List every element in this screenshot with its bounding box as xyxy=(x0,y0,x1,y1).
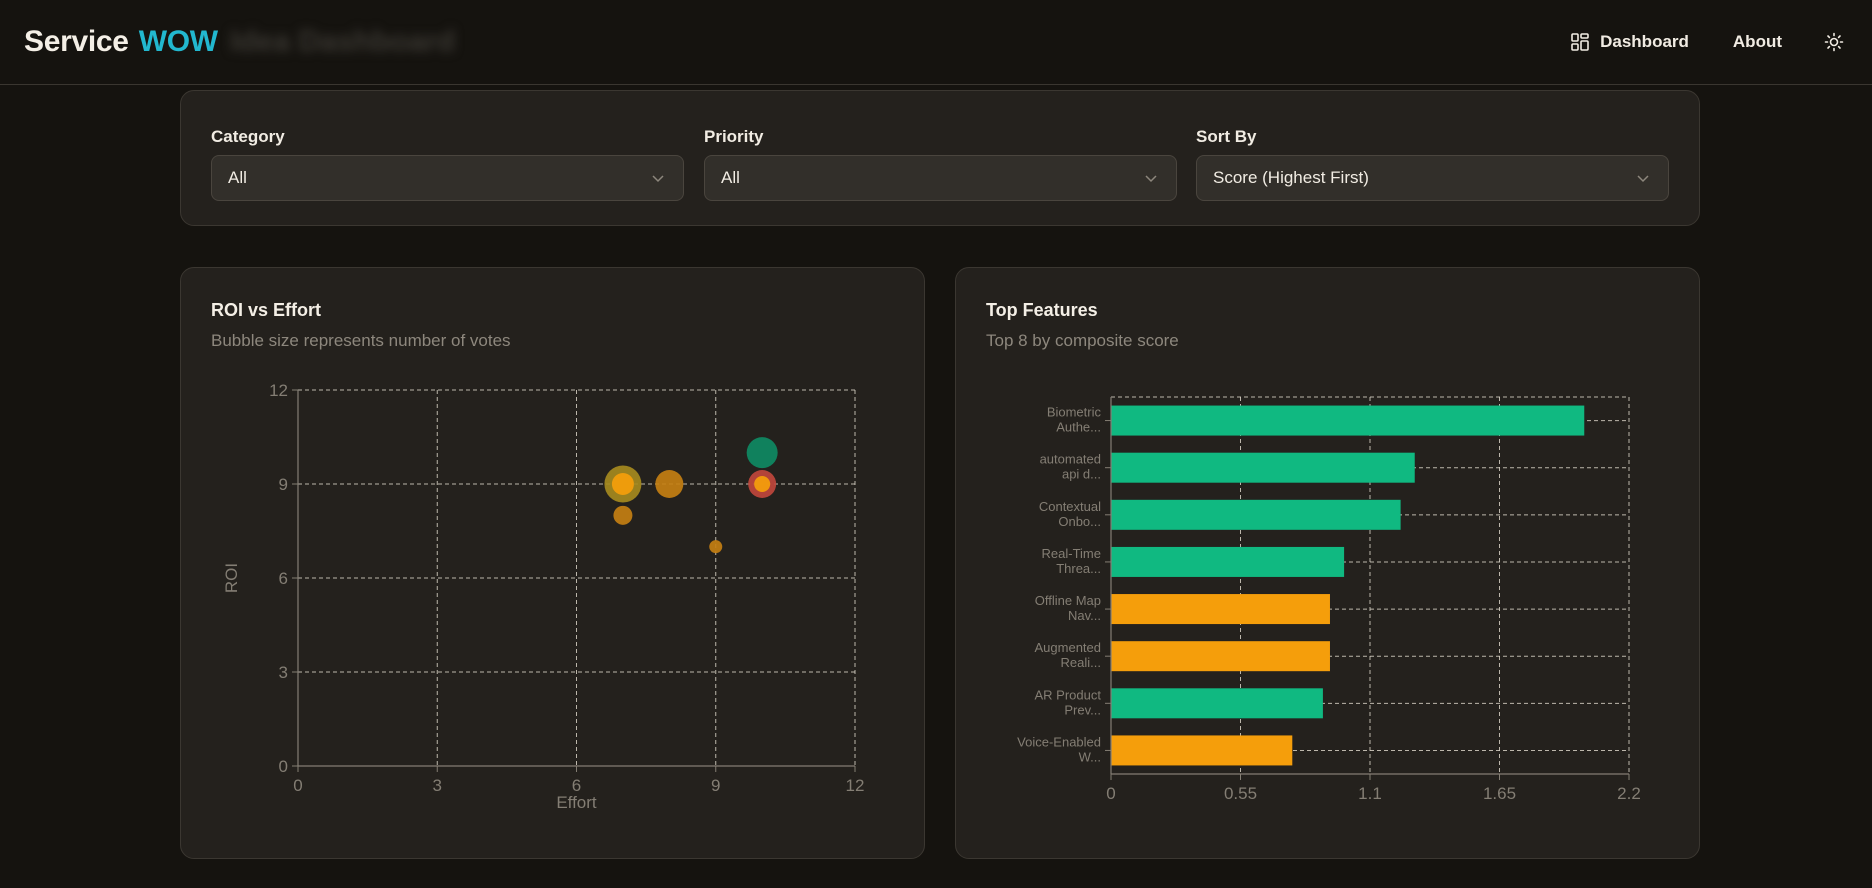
feature-bar xyxy=(1111,594,1330,625)
scatter-bubble xyxy=(754,476,771,492)
brand-name-accent: WOW xyxy=(138,25,218,58)
x-tick-label: 1.65 xyxy=(1483,784,1516,803)
feature-bar xyxy=(1111,641,1330,672)
feature-bar xyxy=(1111,452,1415,483)
category-label-line1: Offline Map xyxy=(1035,593,1101,608)
category-value: All xyxy=(228,168,247,187)
sun-icon xyxy=(1824,32,1844,52)
category-label-line2: Onbo... xyxy=(1058,514,1101,529)
x-tick-label: 1.1 xyxy=(1358,784,1382,803)
category-label-line1: Contextual xyxy=(1039,499,1101,514)
category-label-line1: Voice-Enabled xyxy=(1017,734,1101,749)
roi-effort-card: ROI vs Effort Bubble size represents num… xyxy=(180,267,925,859)
nav-menu: Dashboard About xyxy=(1526,28,1848,56)
y-tick-label: 6 xyxy=(279,569,288,588)
scatter-bubble xyxy=(655,470,684,498)
roi-effort-scatter-chart: 0 3 6 9 12 0 3 6 9 12 Effort ROI xyxy=(222,381,865,812)
sort-label: Sort By xyxy=(1196,127,1257,146)
top-navigation-bar: Service WOW Idea Dashboard Dashboard Abo… xyxy=(0,0,1872,85)
category-label-line2: W... xyxy=(1079,749,1101,764)
scatter-bubble xyxy=(709,540,723,554)
category-label-line1: Biometric xyxy=(1047,405,1102,420)
priority-label: Priority xyxy=(704,127,764,146)
nav-about-link[interactable]: About xyxy=(1733,32,1782,52)
sort-value: Score (Highest First) xyxy=(1213,168,1369,187)
category-label-line1: AR Product xyxy=(1035,687,1102,702)
category-label-line1: automated xyxy=(1040,452,1101,467)
dashboard-grid-icon xyxy=(1571,33,1589,51)
x-tick-label: 0.55 xyxy=(1224,784,1257,803)
x-tick-label: 6 xyxy=(572,776,581,795)
page-title-blurred: Idea Dashboard xyxy=(230,25,456,58)
scatter-bubble xyxy=(613,505,633,525)
x-tick-label: 12 xyxy=(846,776,865,795)
category-label: Category xyxy=(211,127,285,146)
category-label-line2: Authe... xyxy=(1056,420,1101,435)
y-tick-label: 3 xyxy=(279,663,288,682)
chevron-down-icon xyxy=(652,175,664,183)
roi-chart-title: ROI vs Effort xyxy=(211,300,322,320)
theme-toggle-button[interactable] xyxy=(1820,28,1848,56)
category-label-line1: Augmented xyxy=(1035,640,1102,655)
top-features-title: Top Features xyxy=(986,300,1098,320)
feature-bar xyxy=(1111,735,1293,766)
top-features-subtitle: Top 8 by composite score xyxy=(986,331,1179,350)
filters-card: Category All Priority All Sort By Score … xyxy=(180,90,1700,226)
x-tick-label: 3 xyxy=(433,776,442,795)
category-filter: Category All xyxy=(211,127,684,201)
x-axis-label: Effort xyxy=(556,793,597,812)
feature-bar xyxy=(1111,688,1323,719)
x-tick-label: 2.2 xyxy=(1617,784,1641,803)
chevron-down-icon xyxy=(1145,175,1157,183)
nav-dashboard-label: Dashboard xyxy=(1600,32,1689,51)
nav-about-label: About xyxy=(1732,32,1782,51)
category-select[interactable]: All xyxy=(211,155,684,201)
sort-filter: Sort By Score (Highest First) xyxy=(1196,127,1669,201)
y-tick-label: 0 xyxy=(279,757,288,776)
y-axis-label: ROI xyxy=(222,563,241,593)
y-tick-label: 12 xyxy=(269,381,288,400)
scatter-bubble xyxy=(611,473,634,495)
brand-name: Service xyxy=(24,25,129,58)
x-tick-label: 0 xyxy=(1106,784,1115,803)
feature-bar xyxy=(1111,499,1401,530)
category-label-line1: Real-Time xyxy=(1042,546,1101,561)
priority-value: All xyxy=(721,168,740,187)
nav-dashboard-link[interactable]: Dashboard xyxy=(1570,32,1689,52)
x-tick-label: 9 xyxy=(711,776,720,795)
category-label-line2: api d... xyxy=(1062,467,1101,482)
sort-select[interactable]: Score (Highest First) xyxy=(1196,155,1669,201)
feature-bar xyxy=(1111,405,1585,436)
brand-logo[interactable]: Service WOW xyxy=(24,25,218,59)
scatter-bubble xyxy=(746,437,778,469)
y-tick-label: 9 xyxy=(279,475,288,494)
priority-filter: Priority All xyxy=(704,127,1177,201)
chevron-down-icon xyxy=(1637,175,1649,183)
category-label-line2: Nav... xyxy=(1068,608,1101,623)
priority-select[interactable]: All xyxy=(704,155,1177,201)
category-label-line2: Reali... xyxy=(1061,655,1101,670)
category-label-line2: Prev... xyxy=(1064,702,1101,717)
feature-bar xyxy=(1111,546,1345,577)
x-tick-label: 0 xyxy=(293,776,302,795)
category-label-line2: Threa... xyxy=(1056,561,1101,576)
roi-chart-subtitle: Bubble size represents number of votes xyxy=(211,331,511,350)
